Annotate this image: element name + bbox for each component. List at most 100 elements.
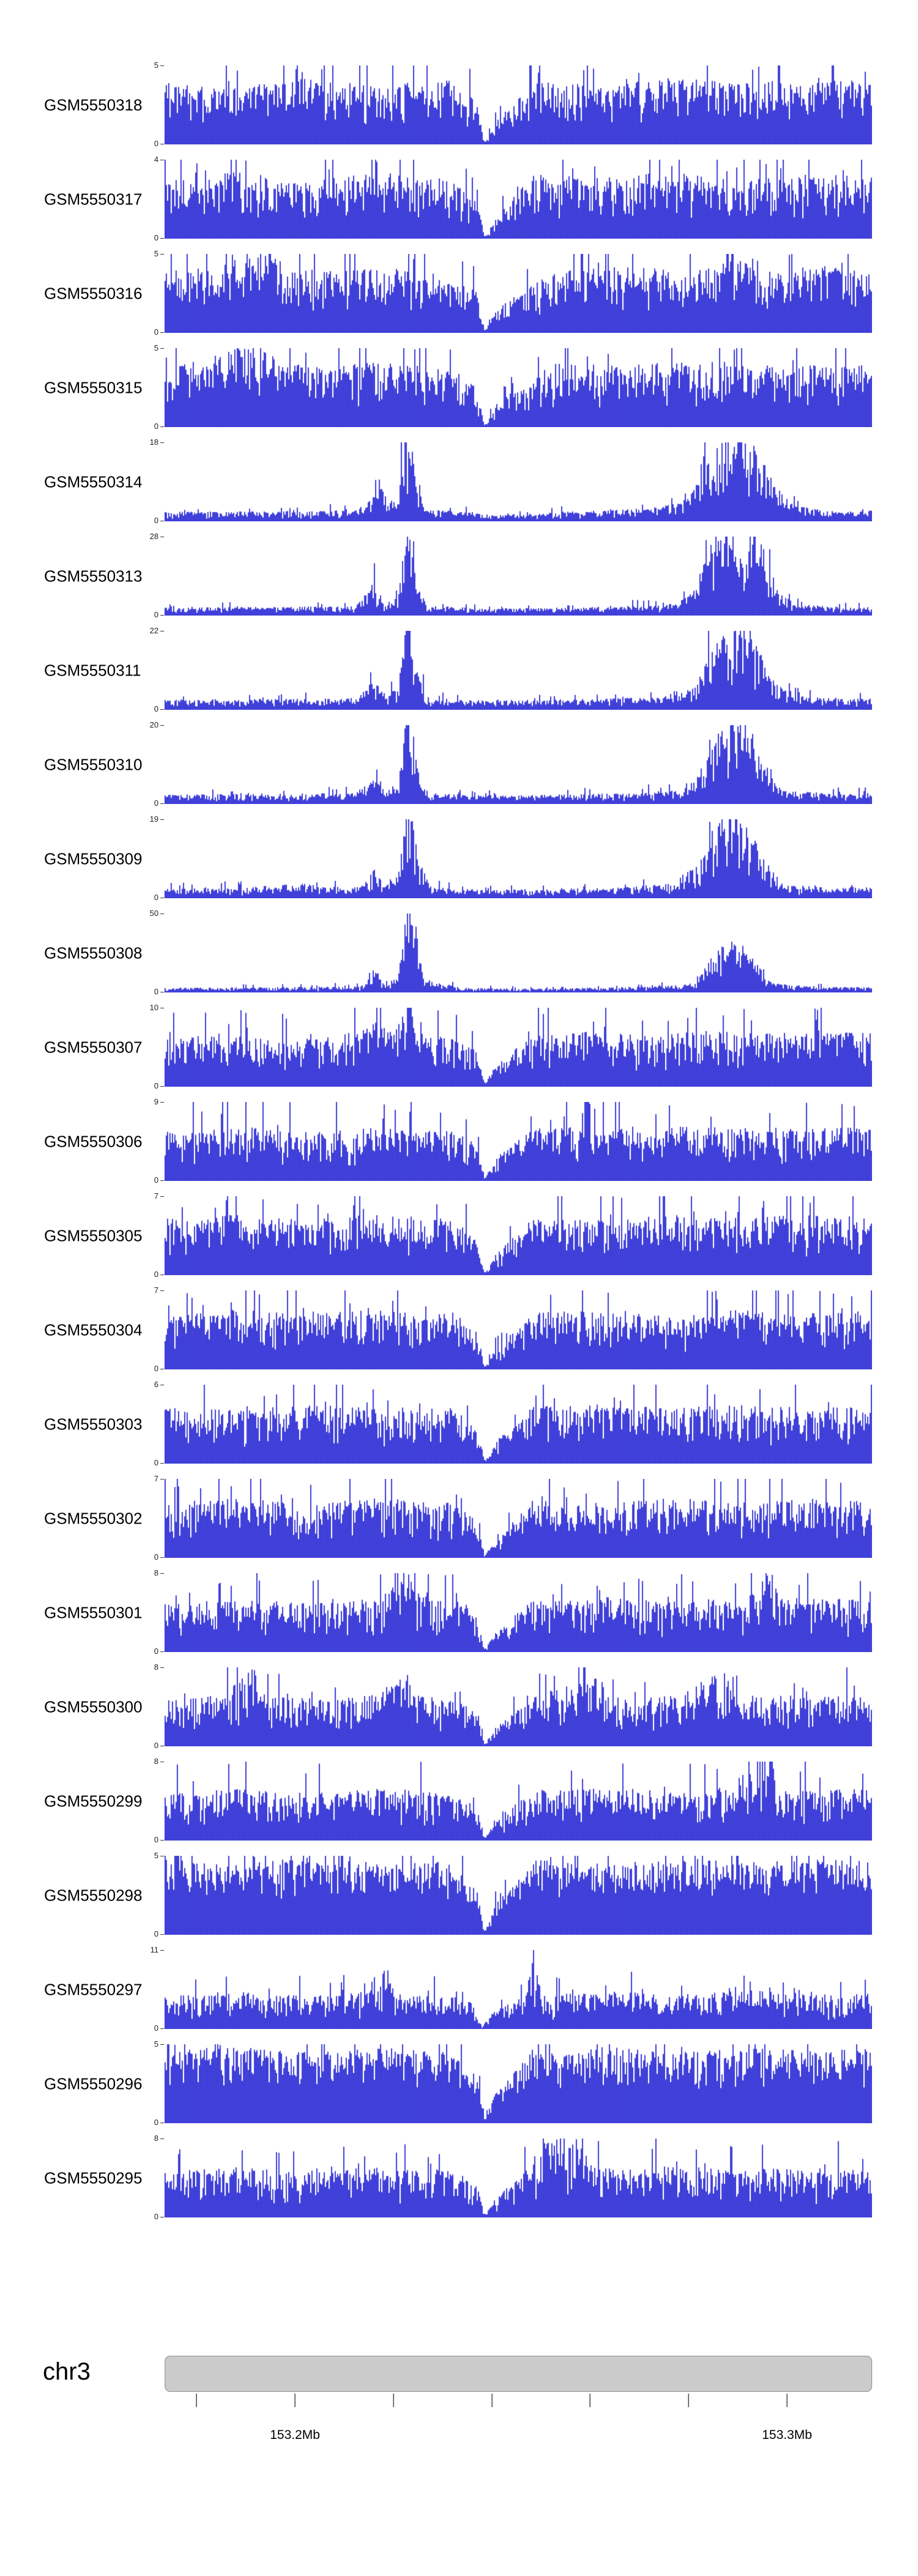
y-axis-min-label: 0 [154, 798, 159, 808]
y-axis-min-label: 0 [154, 1270, 159, 1279]
y-axis-min-label: 0 [154, 1741, 159, 1750]
axis-tick [786, 2394, 788, 2407]
y-axis-bottom-tick [160, 1086, 164, 1087]
coverage-signal [165, 1667, 872, 1746]
y-axis-top-tick [160, 442, 164, 443]
track-label: GSM5550304 [44, 1320, 143, 1339]
y-axis-max-label: 28 [149, 532, 159, 541]
track-label: GSM5550302 [44, 1509, 143, 1527]
track-label: GSM5550301 [44, 1603, 143, 1621]
track-label: GSM5550318 [44, 95, 143, 114]
track-row-GSM5550309: GSM5550309 19 0 [0, 815, 918, 902]
y-axis-min-label: 0 [154, 1458, 159, 1467]
y-axis-max-label: 10 [149, 1003, 159, 1012]
track-row-GSM5550299: GSM5550299 8 0 [0, 1757, 918, 1844]
track-label: GSM5550314 [44, 472, 143, 491]
y-axis-bottom-tick [160, 2028, 164, 2029]
coverage-signal [165, 160, 872, 239]
y-axis-max-label: 6 [154, 1380, 159, 1389]
y-axis-min-label: 0 [154, 233, 159, 242]
coverage-signal [165, 1573, 872, 1652]
y-axis-top-tick [160, 1479, 164, 1480]
track-label: GSM5550306 [44, 1132, 143, 1150]
coverage-signal [165, 254, 872, 333]
y-axis-bottom-tick [160, 1934, 164, 1935]
coverage-signal [165, 1008, 872, 1087]
coverage-signal [165, 1290, 872, 1369]
y-axis-top-tick [160, 348, 164, 349]
y-axis-min-label: 0 [154, 893, 159, 902]
coverage-signal [165, 914, 872, 992]
y-axis-max-label: 20 [149, 720, 159, 729]
y-axis-max-label: 11 [150, 1945, 159, 1954]
track-row-GSM5550317: GSM5550317 4 0 [0, 155, 918, 242]
coverage-signal [165, 537, 872, 616]
y-axis-min-label: 0 [154, 1835, 159, 1844]
track-label: GSM5550317 [44, 190, 143, 208]
y-axis-max-label: 5 [154, 1851, 159, 1860]
y-axis-top-tick [160, 254, 164, 255]
coverage-signal [165, 348, 872, 427]
track-row-GSM5550310: GSM5550310 20 0 [0, 721, 918, 808]
track-row-GSM5550313: GSM5550313 28 0 [0, 532, 918, 619]
y-axis-max-label: 7 [154, 1191, 159, 1201]
track-row-GSM5550307: GSM5550307 10 0 [0, 1003, 918, 1090]
y-axis-top-tick [160, 1950, 164, 1951]
track-label: GSM5550313 [44, 567, 143, 585]
coverage-signal [165, 1385, 872, 1464]
coverage-signal [165, 2044, 872, 2123]
coverage-signal [165, 1102, 872, 1181]
coverage-signal [165, 1950, 872, 2029]
track-row-GSM5550318: GSM5550318 5 0 [0, 61, 918, 148]
y-axis-max-label: 7 [154, 1474, 159, 1483]
axis-tick-label: 153.2Mb [270, 2428, 320, 2442]
axis-tick [392, 2394, 394, 2407]
axis-tick [688, 2394, 690, 2407]
track-row-GSM5550302: GSM5550302 7 0 [0, 1475, 918, 1562]
track-label: GSM5550305 [44, 1226, 143, 1245]
track-row-GSM5550315: GSM5550315 5 0 [0, 344, 918, 431]
y-axis-bottom-tick [160, 615, 164, 616]
y-axis-top-tick [160, 1667, 164, 1668]
coverage-signal [165, 2139, 872, 2217]
track-label: GSM5550308 [44, 944, 143, 962]
y-axis-min-label: 0 [154, 1175, 159, 1185]
y-axis-top-tick [160, 1573, 164, 1574]
coverage-signal [165, 1196, 872, 1275]
y-axis-min-label: 0 [154, 1081, 159, 1090]
y-axis-bottom-tick [160, 1557, 164, 1558]
y-axis-bottom-tick [160, 332, 164, 333]
y-axis-max-label: 50 [149, 909, 159, 918]
y-axis-bottom-tick [160, 1651, 164, 1652]
y-axis-min-label: 0 [154, 422, 159, 431]
y-axis-max-label: 8 [154, 1757, 159, 1766]
y-axis-min-label: 0 [154, 2212, 159, 2221]
y-axis-max-label: 8 [154, 1568, 159, 1577]
y-axis-top-tick [160, 1290, 164, 1291]
y-axis-min-label: 0 [154, 610, 159, 619]
coverage-signal [165, 819, 872, 898]
y-axis-max-label: 19 [149, 814, 159, 824]
coverage-signal [165, 631, 872, 710]
track-label: GSM5550295 [44, 2168, 143, 2187]
y-axis-min-label: 0 [154, 1552, 159, 1562]
y-axis-top-tick [160, 725, 164, 726]
track-row-GSM5550295: GSM5550295 8 0 [0, 2134, 918, 2221]
coverage-signal [165, 1856, 872, 1935]
track-row-GSM5550297: GSM5550297 11 0 [0, 1946, 918, 2033]
y-axis-min-label: 0 [154, 987, 159, 996]
y-axis-min-label: 0 [154, 516, 159, 525]
track-row-GSM5550296: GSM5550296 5 0 [0, 2040, 918, 2127]
axis-tick [589, 2394, 591, 2407]
y-axis-top-tick [160, 819, 164, 820]
track-row-GSM5550303: GSM5550303 6 0 [0, 1380, 918, 1467]
y-axis-min-label: 0 [154, 1364, 159, 1373]
y-axis-top-tick [160, 1196, 164, 1197]
axis-tick [491, 2394, 493, 2407]
y-axis-min-label: 0 [154, 2023, 159, 2033]
track-label: GSM5550316 [44, 284, 143, 302]
y-axis-bottom-tick [160, 1840, 164, 1841]
track-label: GSM5550309 [44, 849, 143, 868]
y-axis-bottom-tick [160, 803, 164, 804]
y-axis-max-label: 8 [154, 1662, 159, 1672]
